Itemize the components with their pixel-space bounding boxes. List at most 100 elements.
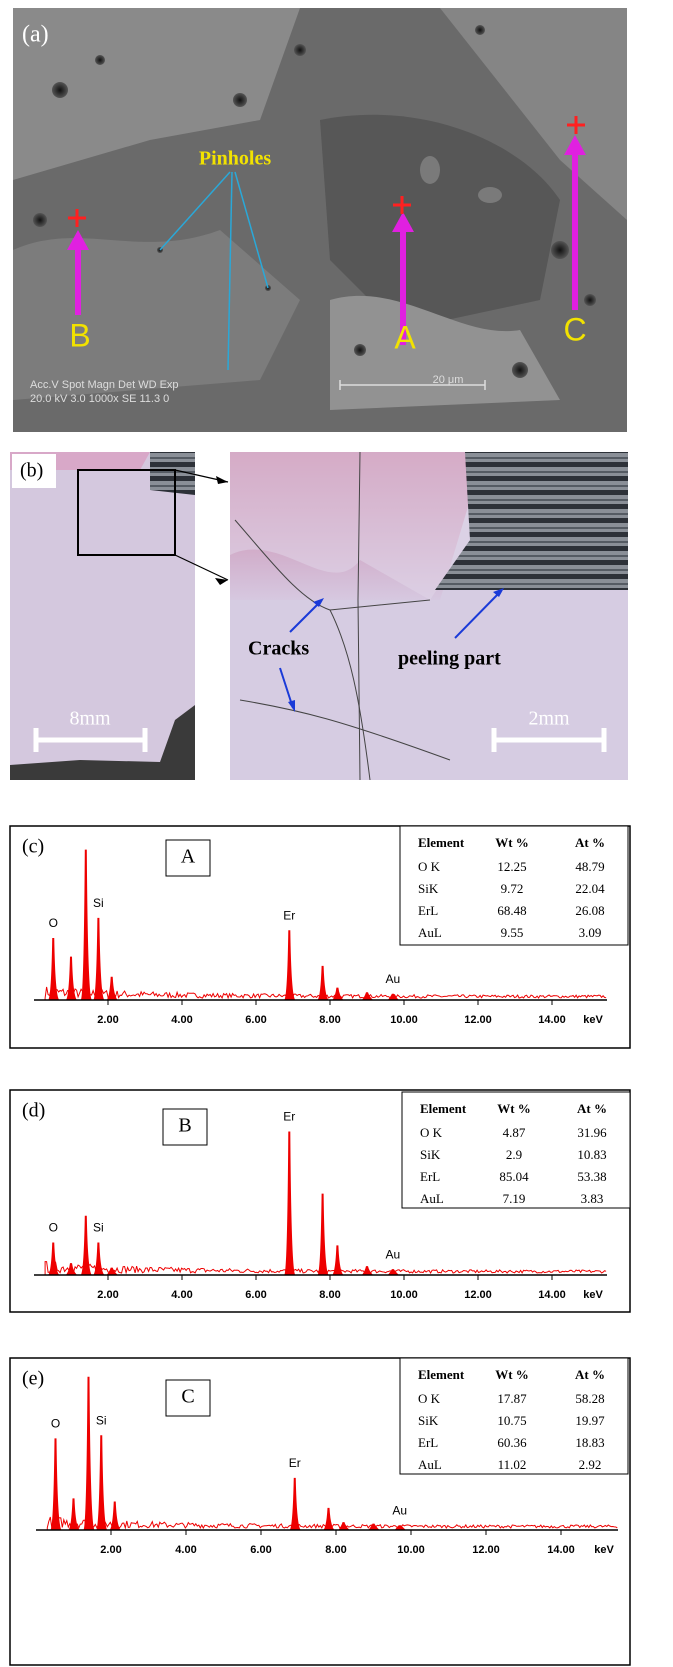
table-cell: 11.02 bbox=[498, 1457, 527, 1472]
sem-image bbox=[13, 8, 627, 432]
table-header: Wt % bbox=[497, 1101, 531, 1116]
point-label: A bbox=[394, 319, 416, 355]
peak-label: Si bbox=[96, 1413, 107, 1427]
table-cell: ErL bbox=[418, 903, 438, 918]
spectrum-peak bbox=[84, 1377, 95, 1530]
table-cell: 9.55 bbox=[501, 925, 524, 940]
peak-label: Er bbox=[283, 1110, 295, 1124]
panel-label: (c) bbox=[22, 836, 44, 858]
page: {"panel_a": {"label": "(a)", "annotation… bbox=[0, 0, 673, 1667]
x-tick-label: 12.00 bbox=[464, 1014, 492, 1026]
table-cell: 10.75 bbox=[497, 1413, 526, 1428]
table-header: Element bbox=[418, 1367, 465, 1382]
table-cell: SiK bbox=[418, 881, 439, 896]
annotation: Cracks bbox=[248, 638, 309, 660]
table-cell: 4.87 bbox=[503, 1125, 526, 1140]
peak-label: O bbox=[51, 1417, 60, 1431]
table-cell: 2.92 bbox=[579, 1457, 602, 1472]
spectrum-peak bbox=[93, 918, 104, 1000]
scale-label: 8mm bbox=[69, 708, 111, 730]
table-cell: 10.83 bbox=[577, 1147, 606, 1162]
peak-label: Er bbox=[289, 1456, 301, 1470]
arrowheads bbox=[215, 476, 228, 585]
x-tick-label: 12.00 bbox=[464, 1289, 492, 1301]
table-cell: 85.04 bbox=[499, 1169, 529, 1184]
table-cell: 2.9 bbox=[506, 1147, 522, 1162]
table-header: Wt % bbox=[495, 1367, 529, 1382]
sem-info: 20.0 kV 3.0 1000x SE 11.3 0 bbox=[30, 393, 169, 405]
x-tick-label: 14.00 bbox=[538, 1289, 566, 1301]
table-header: At % bbox=[577, 1101, 607, 1116]
x-tick-label: 8.00 bbox=[319, 1289, 340, 1301]
panel-label: (e) bbox=[22, 1368, 44, 1390]
table-cell: O K bbox=[420, 1125, 443, 1140]
x-tick-label: 10.00 bbox=[390, 1014, 418, 1026]
spectrum-peak bbox=[369, 1524, 380, 1530]
x-tick-label: 4.00 bbox=[171, 1289, 192, 1301]
table-header: Element bbox=[418, 835, 465, 850]
table-cell: AuL bbox=[420, 1191, 444, 1206]
scale-label: 2mm bbox=[528, 708, 570, 730]
peak-label: Er bbox=[283, 908, 295, 922]
annotation: Pinholes bbox=[199, 148, 271, 170]
x-tick-label: 2.00 bbox=[100, 1544, 121, 1556]
spectrum-peak bbox=[51, 1438, 62, 1530]
x-tick-label: 14.00 bbox=[538, 1014, 566, 1026]
point-label: C bbox=[181, 1386, 194, 1408]
table-cell: 58.28 bbox=[575, 1391, 604, 1406]
table-cell: 9.72 bbox=[501, 881, 524, 896]
x-tick-label: 4.00 bbox=[171, 1014, 192, 1026]
table-cell: 18.83 bbox=[575, 1435, 604, 1450]
table-cell: SiK bbox=[420, 1147, 441, 1162]
spectrum-peak bbox=[81, 850, 92, 1000]
point-label: B bbox=[69, 317, 90, 353]
point-label: A bbox=[181, 846, 196, 868]
x-tick-label: 10.00 bbox=[390, 1289, 418, 1301]
table-cell: 48.79 bbox=[575, 859, 604, 874]
peak-label: Si bbox=[93, 1221, 104, 1235]
scale-label: 20 μm bbox=[433, 374, 464, 386]
x-tick-label: 6.00 bbox=[245, 1014, 266, 1026]
spectrum-peak bbox=[324, 1508, 335, 1530]
x-tick-label: 14.00 bbox=[547, 1544, 575, 1556]
table-cell: AuL bbox=[418, 1457, 442, 1472]
table-cell: 7.19 bbox=[503, 1191, 526, 1206]
x-tick-label: 8.00 bbox=[325, 1544, 346, 1556]
annotation: peeling part bbox=[398, 648, 501, 670]
spectrum-peak bbox=[290, 1478, 301, 1530]
table-cell: O K bbox=[418, 1391, 441, 1406]
spectrum-peak bbox=[110, 1502, 121, 1530]
x-unit: keV bbox=[583, 1014, 603, 1026]
table-cell: 3.09 bbox=[579, 925, 602, 940]
x-unit: keV bbox=[594, 1544, 614, 1556]
table-header: At % bbox=[575, 1367, 605, 1382]
x-tick-label: 12.00 bbox=[472, 1544, 500, 1556]
sem-info: Acc.V Spot Magn Det WD Exp bbox=[30, 379, 179, 391]
peak-label: Au bbox=[392, 1503, 407, 1517]
table-cell: 68.48 bbox=[497, 903, 526, 918]
spectrum-peak bbox=[318, 1194, 329, 1275]
table-cell: 19.97 bbox=[575, 1413, 605, 1428]
spectrum-peak bbox=[362, 1266, 373, 1275]
panel-label: (b) bbox=[20, 460, 43, 482]
peak-label: Si bbox=[93, 896, 104, 910]
x-tick-label: 2.00 bbox=[97, 1289, 118, 1301]
x-tick-label: 6.00 bbox=[250, 1544, 271, 1556]
table-cell: 60.36 bbox=[497, 1435, 527, 1450]
table-cell: ErL bbox=[420, 1169, 440, 1184]
x-tick-label: 4.00 bbox=[175, 1544, 196, 1556]
table-cell: SiK bbox=[418, 1413, 439, 1428]
x-tick-label: 10.00 bbox=[397, 1544, 425, 1556]
table-cell: 17.87 bbox=[497, 1391, 527, 1406]
peak-label: O bbox=[49, 916, 58, 930]
table-header: Wt % bbox=[495, 835, 529, 850]
spectrum-peak bbox=[332, 988, 343, 1000]
photo-right bbox=[230, 452, 628, 780]
x-tick-label: 6.00 bbox=[245, 1289, 266, 1301]
table-cell: 31.96 bbox=[577, 1125, 607, 1140]
table-cell: 53.38 bbox=[577, 1169, 606, 1184]
spectrum-peak bbox=[96, 1435, 107, 1530]
figure: (a) Pinholes A B C Acc.V Spot Magn Det W… bbox=[0, 0, 673, 1667]
table-cell: 22.04 bbox=[575, 881, 605, 896]
peak-label: Au bbox=[386, 972, 401, 986]
